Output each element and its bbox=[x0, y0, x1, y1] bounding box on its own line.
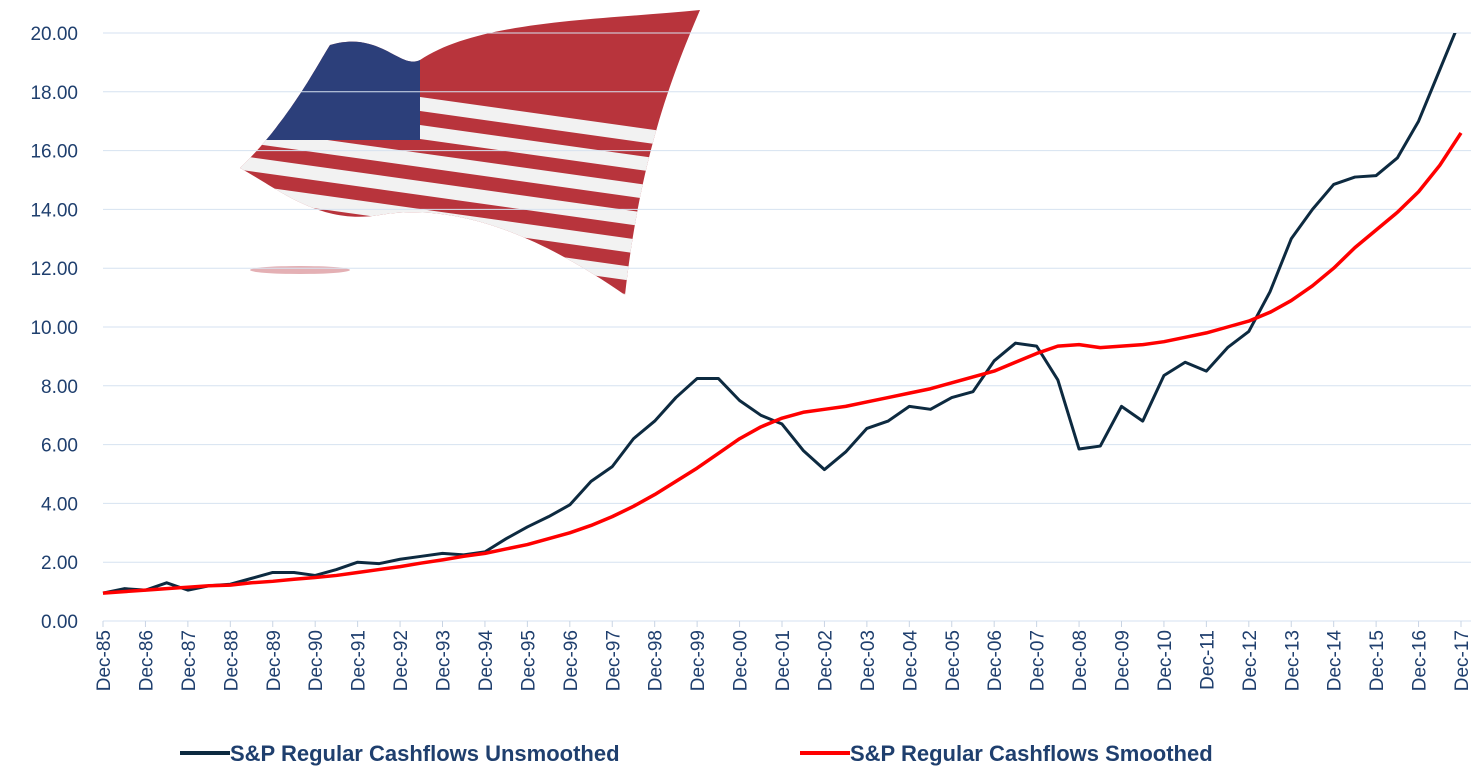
x-tick-label: Dec-09 bbox=[1113, 630, 1134, 691]
y-tick-label: 4.00 bbox=[41, 494, 78, 515]
x-tick-label: Dec-98 bbox=[646, 630, 667, 691]
x-tick-label: Dec-15 bbox=[1367, 630, 1388, 691]
x-tick-label: Dec-02 bbox=[815, 630, 836, 691]
x-tick-label: Dec-90 bbox=[306, 630, 327, 691]
x-tick-label: Dec-04 bbox=[900, 630, 921, 692]
x-tick-label: Dec-17 bbox=[1452, 630, 1473, 691]
y-tick-label: 8.00 bbox=[41, 377, 78, 398]
x-tick-label: Dec-95 bbox=[518, 630, 539, 691]
x-tick-label: Dec-92 bbox=[391, 630, 412, 691]
x-tick-label: Dec-93 bbox=[434, 630, 455, 691]
y-tick-label: 6.00 bbox=[41, 436, 78, 457]
x-tick-label: Dec-13 bbox=[1282, 630, 1303, 691]
legend: S&P Regular Cashflows Unsmoothed S&P Reg… bbox=[180, 741, 1213, 766]
x-tick-label: Dec-14 bbox=[1325, 630, 1346, 692]
x-tick-label: Dec-00 bbox=[731, 630, 752, 691]
x-tick-label: Dec-94 bbox=[476, 630, 497, 692]
series-line bbox=[102, 131, 1463, 595]
x-tick-label: Dec-05 bbox=[943, 630, 964, 691]
y-tick-label: 18.00 bbox=[30, 83, 78, 104]
x-tick-label: Dec-07 bbox=[1028, 630, 1049, 691]
x-tick-label: Dec-91 bbox=[349, 630, 370, 691]
x-tick-label: Dec-97 bbox=[603, 630, 624, 691]
x-tick-label: Dec-11 bbox=[1197, 630, 1218, 690]
x-tick-label: Dec-06 bbox=[985, 630, 1006, 691]
series-line bbox=[102, 33, 1457, 595]
y-tick-label: 0.00 bbox=[41, 612, 78, 633]
y-tick-label: 12.00 bbox=[30, 259, 78, 280]
x-tick-label: Dec-89 bbox=[264, 630, 285, 691]
x-tick-label: Dec-16 bbox=[1410, 630, 1431, 691]
legend-label: S&P Regular Cashflows Smoothed bbox=[850, 741, 1213, 766]
y-tick-label: 10.00 bbox=[30, 318, 78, 339]
x-tick-label: Dec-86 bbox=[136, 630, 157, 691]
legend-label: S&P Regular Cashflows Unsmoothed bbox=[230, 741, 620, 766]
x-tick-label: Dec-88 bbox=[221, 630, 242, 691]
x-tick-label: Dec-96 bbox=[561, 630, 582, 691]
x-tick-label: Dec-10 bbox=[1155, 630, 1176, 691]
y-tick-label: 14.00 bbox=[30, 200, 78, 221]
flag-shadow bbox=[250, 266, 350, 274]
y-tick-label: 2.00 bbox=[41, 553, 78, 574]
x-tick-label: Dec-01 bbox=[773, 630, 794, 691]
y-tick-label: 16.00 bbox=[30, 142, 78, 163]
x-tick-label: Dec-85 bbox=[94, 630, 115, 691]
x-tick-label: Dec-12 bbox=[1240, 630, 1261, 691]
y-tick-label: 20.00 bbox=[30, 24, 78, 45]
x-tick-label: Dec-99 bbox=[688, 630, 709, 691]
x-tick-label: Dec-08 bbox=[1070, 630, 1091, 691]
x-tick-label: Dec-87 bbox=[179, 630, 200, 691]
x-tick-label: Dec-03 bbox=[858, 630, 879, 691]
